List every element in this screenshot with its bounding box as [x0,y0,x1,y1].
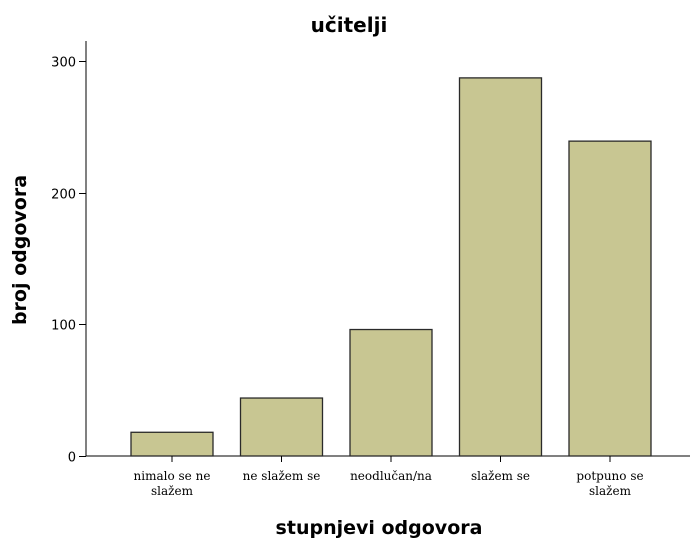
bar-0 [130,431,214,457]
bar-2 [349,328,433,457]
y-tick-label: 200 [51,188,76,203]
x-tick-label: neodlučan/na [350,469,432,483]
x-tick-label: slažem [151,484,194,498]
y-tick-label: 0 [68,451,76,466]
x-axis-title: stupnjevi odgovora [276,517,483,539]
y-axis-title: broj odgovora [9,175,31,325]
chart-title: učitelji [311,13,388,37]
bar-4 [568,140,652,457]
y-tick-label: 100 [51,319,76,334]
bar-1 [239,397,324,457]
x-tick-label: potpuno se [576,469,643,483]
y-tick-label: 300 [51,56,76,71]
bar-3 [458,77,543,457]
x-tick-label: nimalo se ne [134,469,211,483]
x-tick-label: ne slažem se [243,469,321,483]
x-tick-label: slažem [589,484,632,498]
x-tick-label: slažem se [471,469,530,483]
